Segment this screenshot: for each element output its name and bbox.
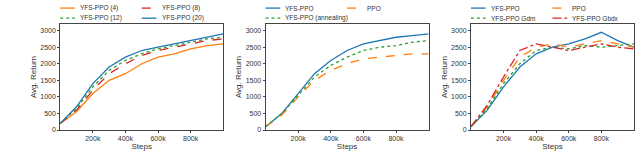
svg-text:YFS-PPO Gbdx: YFS-PPO Gbdx: [572, 15, 619, 22]
svg-text:Avg. Return: Avg. Return: [29, 56, 38, 98]
svg-text:800k: 800k: [183, 135, 199, 142]
svg-text:Steps: Steps: [337, 142, 357, 151]
svg-text:400k: 400k: [118, 135, 134, 142]
svg-text:500: 500: [455, 110, 467, 117]
svg-text:400k: 400k: [323, 135, 339, 142]
svg-text:YFS-PPO (annealing): YFS-PPO (annealing): [285, 14, 348, 22]
svg-text:2000: 2000: [451, 60, 467, 67]
svg-text:1000: 1000: [246, 93, 262, 100]
svg-text:YFS-PPO Gdm: YFS-PPO Gdm: [491, 15, 535, 22]
svg-text:0: 0: [463, 126, 467, 133]
svg-text:600k: 600k: [561, 135, 577, 142]
svg-text:YFS-PPO (20): YFS-PPO (20): [162, 14, 204, 22]
svg-text:2500: 2500: [451, 44, 467, 51]
svg-text:Steps: Steps: [542, 142, 562, 151]
svg-text:3000: 3000: [451, 27, 467, 34]
svg-text:YFS-PPO (8): YFS-PPO (8): [162, 4, 200, 12]
svg-text:2500: 2500: [246, 44, 262, 51]
svg-text:600k: 600k: [150, 135, 166, 142]
svg-text:3000: 3000: [40, 27, 56, 34]
svg-text:1500: 1500: [451, 77, 467, 84]
svg-text:1000: 1000: [40, 93, 56, 100]
svg-text:500: 500: [250, 110, 262, 117]
svg-text:500: 500: [44, 110, 56, 117]
svg-text:600k: 600k: [356, 135, 372, 142]
svg-text:PPO: PPO: [572, 5, 586, 12]
svg-text:Avg. Return: Avg. Return: [234, 56, 243, 98]
svg-text:200k: 200k: [496, 135, 512, 142]
svg-text:200k: 200k: [291, 135, 307, 142]
svg-text:YFS-PPO: YFS-PPO: [491, 5, 520, 12]
svg-text:YFS-PPO (4): YFS-PPO (4): [80, 4, 118, 12]
svg-text:2500: 2500: [40, 44, 56, 51]
svg-text:200k: 200k: [85, 135, 101, 142]
svg-text:Steps: Steps: [132, 142, 152, 151]
svg-text:Avg. Return: Avg. Return: [440, 56, 449, 98]
svg-text:3000: 3000: [246, 27, 262, 34]
svg-text:1000: 1000: [451, 93, 467, 100]
svg-text:YFS-PPO (12): YFS-PPO (12): [80, 14, 122, 22]
svg-text:800k: 800k: [388, 135, 404, 142]
svg-text:2000: 2000: [40, 60, 56, 67]
svg-text:800k: 800k: [594, 135, 610, 142]
svg-text:0: 0: [257, 126, 261, 133]
svg-text:1500: 1500: [40, 77, 56, 84]
svg-text:2000: 2000: [246, 60, 262, 67]
svg-text:400k: 400k: [529, 135, 545, 142]
svg-text:PPO: PPO: [367, 5, 381, 12]
svg-text:YFS-PPO: YFS-PPO: [285, 5, 314, 12]
svg-text:0: 0: [52, 126, 56, 133]
svg-text:1500: 1500: [246, 77, 262, 84]
